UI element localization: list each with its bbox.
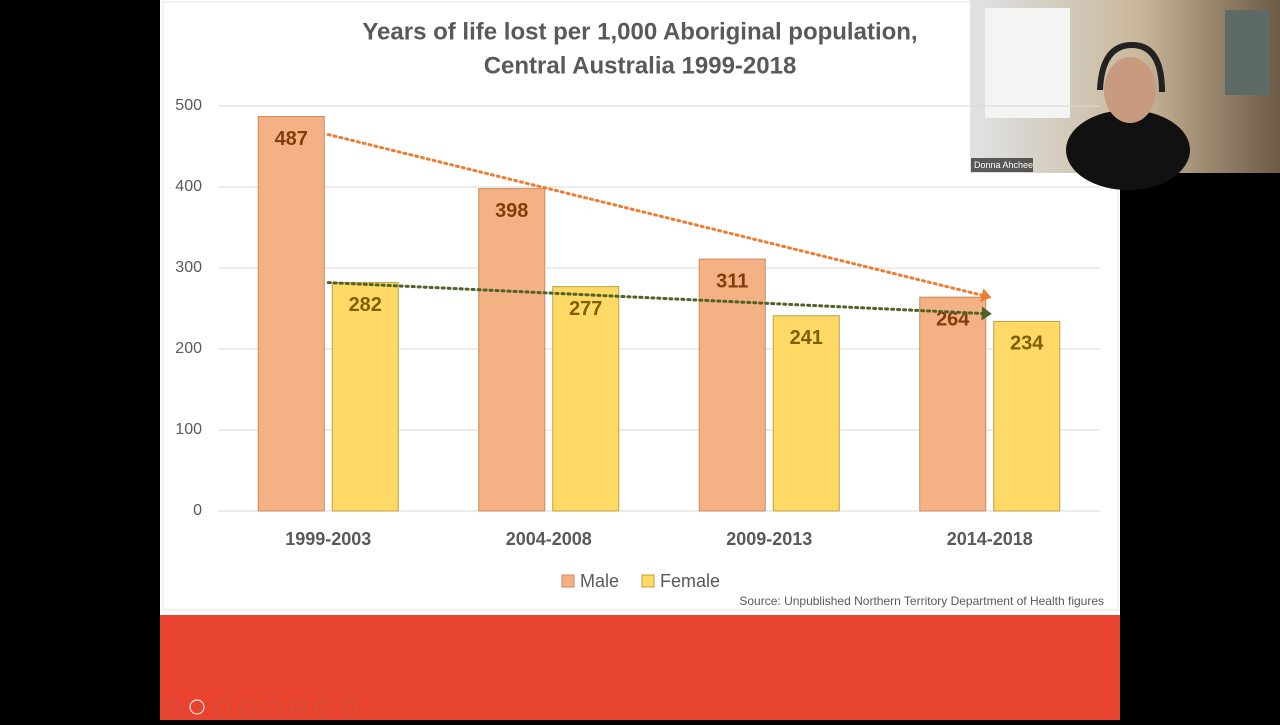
x-tick-label: 1999-2003 (285, 529, 371, 549)
data-label: 487 (275, 128, 308, 150)
person-body (1066, 110, 1190, 190)
toolbar-button[interactable] (239, 699, 255, 715)
source-note: Source: Unpublished Northern Territory D… (739, 594, 1104, 608)
bar (331, 282, 399, 512)
x-tick-label: 2014-2018 (947, 529, 1033, 549)
chart-title: Years of life lost per 1,000 Aboriginal … (362, 18, 917, 45)
participant-name: Donna Ahchee (974, 160, 1033, 170)
person-face (1104, 57, 1156, 123)
legend-label: Male (580, 571, 619, 591)
trend-arrowhead (980, 288, 992, 302)
y-tick-label: 300 (175, 259, 202, 276)
bar (478, 188, 546, 512)
name-label-bg (971, 158, 1033, 172)
data-label: 264 (936, 308, 970, 330)
x-tick-label: 2004-2008 (506, 529, 592, 549)
data-label: 311 (716, 270, 748, 292)
y-tick-label: 0 (193, 502, 202, 519)
bar (257, 116, 325, 512)
whiteboard (985, 8, 1070, 118)
toolbar-button[interactable] (214, 699, 230, 715)
trend-line (326, 281, 984, 315)
y-tick-label: 400 (175, 178, 202, 195)
x-tick-label: 2009-2013 (726, 529, 812, 549)
chart: Years of life lost per 1,000 Aboriginal … (175, 18, 1104, 608)
y-tick-label: 200 (175, 340, 202, 357)
toolbar-button[interactable] (264, 699, 280, 715)
headset (1097, 41, 1165, 93)
bar (993, 320, 1061, 512)
data-label: 234 (1010, 333, 1044, 355)
data-label: 282 (349, 294, 382, 316)
presenter-toolbar (164, 699, 357, 715)
data-label: 277 (569, 298, 602, 320)
chart-title: Central Australia 1999-2018 (484, 52, 797, 79)
trend-line (326, 133, 984, 297)
legend-swatch (561, 574, 575, 588)
bar (552, 286, 620, 512)
bar (772, 315, 840, 512)
bar (919, 296, 987, 512)
wall-board (1225, 10, 1270, 95)
data-label: 398 (495, 200, 528, 222)
toolbar-button[interactable] (290, 699, 306, 715)
trend-arrowhead (981, 306, 992, 321)
toolbar-button[interactable] (315, 699, 331, 715)
toolbar-button[interactable] (164, 699, 180, 715)
bar (698, 258, 766, 512)
y-tick-label: 500 (175, 97, 202, 114)
y-tick-label: 100 (175, 421, 202, 438)
legend-label: Female (660, 571, 720, 591)
video-tile: Donna Ahchee (970, 0, 1280, 190)
legend-swatch (641, 574, 655, 588)
data-label: 241 (790, 327, 823, 349)
toolbar-button[interactable] (341, 699, 357, 715)
toolbar-button[interactable] (189, 699, 205, 715)
slide-footer-band (160, 615, 1120, 720)
